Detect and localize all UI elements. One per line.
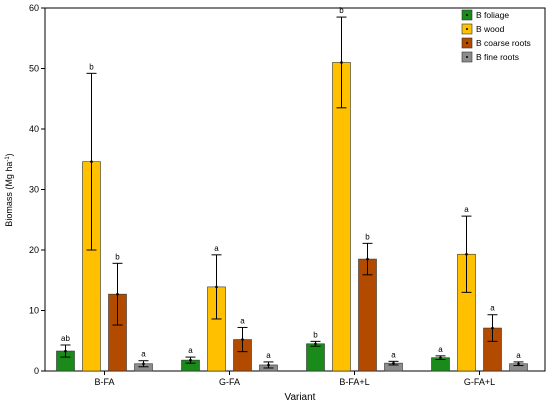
y-tick-label: 20 <box>29 245 39 255</box>
legend-swatch-dot <box>466 28 468 30</box>
legend: B foliage B wood B coarse roots B fine root… <box>461 9 531 63</box>
x-tick-label: G-FA <box>219 377 240 387</box>
mean-point <box>64 349 67 353</box>
y-tick-label: 40 <box>29 124 39 134</box>
bar <box>306 343 325 372</box>
mean-point <box>392 361 395 365</box>
significance-label: b <box>339 6 344 15</box>
legend-label: B wood <box>476 24 505 34</box>
mean-point <box>267 363 270 367</box>
mean-point <box>491 326 494 330</box>
significance-label: a <box>141 350 146 359</box>
y-tick-label: 0 <box>34 366 39 376</box>
significance-label: b <box>89 62 94 71</box>
y-tick-label: 50 <box>29 64 39 74</box>
mean-point <box>241 338 244 341</box>
mean-point <box>142 362 145 366</box>
mean-point <box>465 252 468 256</box>
x-tick-label: B-FA+L <box>339 377 369 387</box>
mean-point <box>366 257 369 261</box>
significance-label: a <box>391 350 396 359</box>
significance-label: a <box>490 304 495 313</box>
x-axis-label: Variant <box>285 392 316 403</box>
legend-swatch-dot <box>466 56 468 58</box>
significance-label: a <box>188 346 193 355</box>
legend-label: B fine roots <box>476 52 519 62</box>
mean-point <box>340 61 343 64</box>
legend-label: B coarse roots <box>476 38 531 48</box>
bar <box>332 62 351 372</box>
significance-label: ab <box>61 334 70 343</box>
significance-label: b <box>115 252 120 261</box>
mean-point <box>314 342 317 346</box>
significance-label: a <box>438 345 443 354</box>
y-tick-label: 10 <box>29 306 39 316</box>
legend-swatch-dot <box>466 14 468 16</box>
mean-point <box>189 358 192 362</box>
significance-label: a <box>240 316 245 325</box>
significance-label: a <box>516 351 521 360</box>
significance-label: a <box>464 205 469 214</box>
bar <box>358 258 377 372</box>
mean-point <box>439 356 442 359</box>
y-axis-label-end: ) <box>4 153 14 156</box>
y-tick-label: 60 <box>29 3 39 13</box>
x-tick-label: B-FA <box>94 377 114 387</box>
y-axis-label-superscript: -1 <box>5 156 11 162</box>
plot-axes: 0 10 20 30 40 50 60 B-FA G-FA B-FA+L G-FA+L <box>29 3 546 387</box>
legend-label: B foliage <box>476 10 509 20</box>
significance-label: a <box>214 244 219 253</box>
mean-point <box>90 160 93 163</box>
mean-point <box>116 292 119 296</box>
legend-swatch-dot <box>466 42 468 44</box>
significance-label: b <box>313 330 318 339</box>
x-tick-label: G-FA+L <box>464 377 495 387</box>
y-axis-label: Biomass (Mg ha-1) <box>4 153 14 226</box>
mean-point <box>517 362 520 366</box>
significance-label: b <box>365 232 370 241</box>
significance-label: a <box>266 351 271 360</box>
mean-point <box>215 285 218 289</box>
y-tick-label: 30 <box>29 185 39 195</box>
y-axis-label-main: Biomass (Mg ha <box>4 162 14 227</box>
